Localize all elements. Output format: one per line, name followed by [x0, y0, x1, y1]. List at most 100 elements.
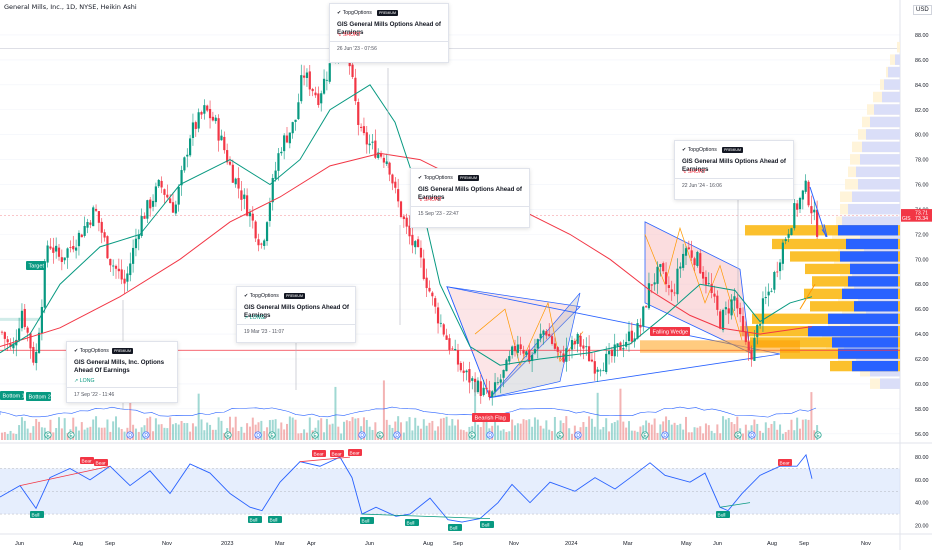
idea-divider [237, 324, 355, 325]
rsi-bear-tag: Bear [780, 460, 791, 466]
candle-down [428, 287, 431, 292]
time-axis-label: Nov [509, 541, 519, 547]
vp-bar-up [842, 288, 898, 299]
volume-bar [690, 432, 693, 440]
idea-divider [411, 206, 529, 207]
candle-up [263, 240, 266, 246]
volume-bar [400, 422, 402, 440]
candle-up [539, 333, 542, 339]
earnings-marker [44, 431, 52, 439]
currency-badge[interactable]: USD [913, 5, 932, 15]
volume-bar [702, 433, 705, 440]
rsi-bear-tag-bg [94, 459, 108, 466]
candle-up [724, 307, 727, 310]
candle-down [425, 277, 428, 289]
volume-bar [779, 424, 782, 440]
idea-card[interactable]: ✔ TopgOptions PREMIUM GIS General Mills Op… [674, 140, 794, 200]
candle-down [29, 333, 32, 349]
earnings-marker-label: E [643, 433, 647, 439]
candle-down [431, 292, 434, 297]
volume-bar [66, 432, 69, 440]
candle-up [770, 290, 773, 292]
idea-title[interactable]: GIS General Mills Options Ahead of Earni… [418, 186, 522, 201]
idea-title[interactable]: GIS General Mills Options Ahead of Earni… [682, 158, 786, 173]
volume-bar [397, 416, 400, 440]
idea-title[interactable]: GIS General Mills Options Ahead of Earni… [337, 21, 441, 36]
candle-down [123, 278, 126, 284]
idea-title[interactable]: GIS General Mills Options Ahead Of Earni… [244, 304, 349, 319]
rsi-bear-tag: Bear [350, 450, 361, 456]
price-tick-label: 58.00 [915, 407, 929, 413]
volume-bar [95, 416, 98, 440]
volume-bar [528, 419, 531, 440]
candle-down [468, 369, 471, 383]
volume-bar [787, 429, 790, 440]
candle-up [781, 242, 784, 264]
candle-up [271, 177, 274, 203]
rsi-tick-label: 40.00 [915, 501, 929, 507]
rsi-bull-tag-bg [30, 511, 44, 518]
candle-up [607, 351, 611, 355]
candle-up [733, 296, 736, 301]
rsi-bull-tag: Bull [32, 512, 40, 518]
volume-bar [263, 431, 266, 440]
volume-bar [323, 432, 326, 440]
volume-bar [442, 417, 445, 440]
volume-bar [77, 430, 80, 440]
volume-bar [582, 421, 585, 440]
candle-up [177, 186, 180, 205]
price-tick-label: 88.00 [915, 33, 929, 39]
candle-up [83, 226, 86, 236]
candle-up [625, 341, 628, 347]
volume-bar [12, 433, 15, 440]
target-zone [0, 317, 40, 321]
candle-up [112, 265, 115, 267]
candle-up [277, 153, 280, 171]
candle-down [379, 153, 383, 157]
dividend-marker-label: D [256, 433, 260, 439]
candle-down [60, 257, 63, 262]
candle-down [6, 339, 9, 343]
volume-bar [308, 417, 311, 440]
candle-down [719, 311, 722, 329]
earnings-marker [814, 431, 822, 439]
idea-card[interactable]: ✔ TopgOptions PREMIUM GIS General Mills Op… [410, 168, 530, 228]
volume-ma-line [0, 406, 817, 418]
price-tick-label: 64.00 [915, 332, 929, 338]
candle-up [778, 262, 782, 272]
volume-bar [257, 422, 260, 440]
candle-up [599, 370, 602, 372]
volume-bar [699, 426, 702, 440]
volume-bar [536, 419, 539, 440]
idea-card[interactable]: ✔ TopgOptions PREMIUM GIS General Mills Op… [329, 3, 449, 63]
volume-bar [505, 431, 508, 440]
volume-bar [559, 420, 562, 440]
volume-bar [362, 417, 365, 440]
volume-bar [659, 424, 662, 440]
idea-card[interactable]: ✔ TopgOptions PREMIUM GIS General Mills, I… [66, 341, 178, 403]
volume-bar [704, 423, 707, 440]
volume-bar [169, 417, 172, 440]
candle-down [94, 208, 98, 211]
idea-card[interactable]: ✔ TopgOptions PREMIUM GIS General Mills Op… [236, 286, 356, 343]
volume-bar [382, 380, 385, 440]
volume-bar [274, 419, 277, 440]
candle-down [704, 276, 708, 285]
volume-bar [112, 421, 115, 440]
idea-title[interactable]: GIS General Mills, Inc. Options Ahead Of… [74, 359, 165, 374]
idea-direction: ↘ SHORT [682, 169, 706, 175]
volume-bar [565, 416, 568, 440]
volume-bar [317, 420, 320, 440]
candle-down [485, 387, 488, 390]
bottom1-label-bg [0, 391, 24, 400]
candle-down [32, 346, 35, 363]
candle-up [297, 102, 300, 120]
price-tick-label: 82.00 [915, 108, 929, 114]
volume-bar [388, 424, 391, 440]
vp-bar-up [848, 276, 898, 287]
candle-up [565, 348, 568, 362]
volume-bar [40, 427, 43, 440]
rsi-bear-tag-bg [348, 449, 362, 456]
